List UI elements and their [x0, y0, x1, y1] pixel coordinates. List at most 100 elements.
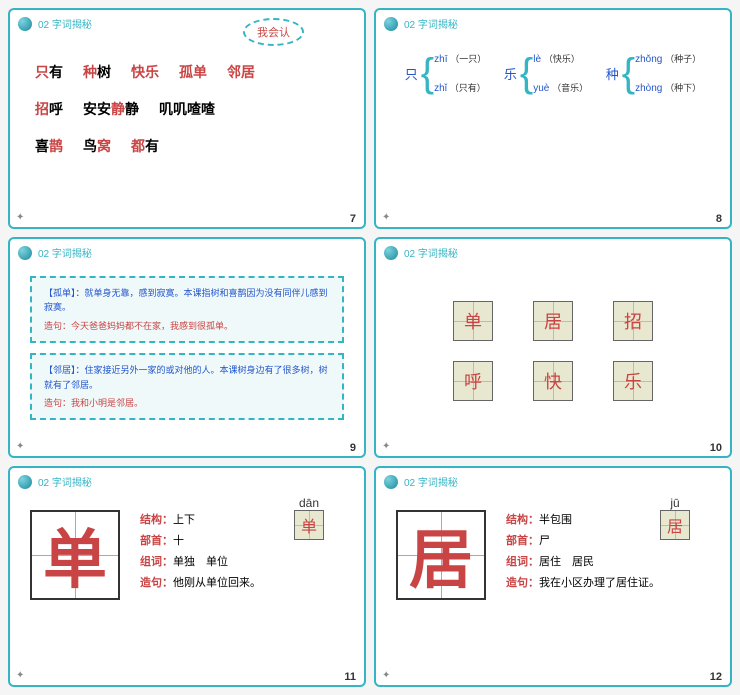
slide-8: 02 字词揭秘 只 { zhī （一只） zhǐ （只有） 乐{lè （快乐）yuè （… — [374, 8, 732, 229]
bracket-icon: { — [622, 63, 635, 83]
header-label: 02 字词揭秘 — [38, 245, 92, 260]
info-value: 居住 居民 — [539, 556, 594, 568]
page-number: 9 — [350, 442, 356, 454]
slide-grid: 02 字词揭秘 我会认 只有种树快乐孤单邻居招呼安安静静叽叽喳喳喜鹊鸟窝都有 ✦… — [0, 0, 740, 695]
star-icon: ✦ — [16, 441, 24, 452]
pinyin-item: zhī （一只） — [434, 52, 486, 65]
char-cell: 单 — [453, 301, 493, 341]
vocab-rows: 只有种树快乐孤单邻居招呼安安静静叽叽喳喳喜鹊鸟窝都有 — [10, 37, 364, 177]
header-dot-icon — [384, 17, 398, 31]
info-label: 部首： — [140, 535, 173, 547]
info-value: 上下 — [173, 514, 195, 526]
info-row: 组词：居住 居民 — [506, 552, 710, 573]
definition-box: 【邻居】：住家接近另外一家的或对他的人。本课树身边有了很多树，树就有了邻居。造句… — [30, 353, 344, 420]
star-icon: ✦ — [382, 441, 390, 452]
header-label: 02 字词揭秘 — [404, 245, 458, 260]
info-value: 他刚从单位回来。 — [173, 577, 261, 589]
pinyin-column: 种{zhǒng （种子）zhòng （种下） — [606, 52, 701, 94]
slide-header: 02 字词揭秘 — [376, 10, 730, 37]
page-number: 12 — [710, 671, 722, 683]
vocab-word: 喜鹊 — [35, 131, 63, 162]
info-row: 造句：他刚从单位回来。 — [140, 573, 344, 594]
header-label: 02 字词揭秘 — [404, 16, 458, 31]
vocab-word: 都有 — [131, 131, 159, 162]
slide-header: 02 字词揭秘 — [10, 10, 364, 37]
vocab-word: 叽叽喳喳 — [159, 94, 215, 125]
info-label: 组词： — [140, 556, 173, 568]
info-label: 部首： — [506, 535, 539, 547]
slide-header: 02 字词揭秘 — [10, 239, 364, 266]
bracket-icon: { — [520, 63, 533, 83]
vocab-row: 招呼安安静静叽叽喳喳 — [35, 94, 339, 125]
definition-box: 【孤单】：就单身无靠，感到寂寞。本课指树和喜鹊因为没有同伴儿感到寂寞。造句：今天… — [30, 276, 344, 343]
page-number: 8 — [716, 213, 722, 225]
page-number: 7 — [350, 213, 356, 225]
header-label: 02 字词揭秘 — [404, 474, 458, 489]
info-row: 造句：我在小区办理了居住证。 — [506, 573, 710, 594]
vocab-word: 鸟窝 — [83, 131, 111, 162]
info-label: 造句： — [506, 577, 539, 589]
pinyin-tree: 只 { zhī （一只） zhǐ （只有） 乐{lè （快乐）yuè （音乐） 种{zhǒ… — [376, 37, 730, 109]
vocab-word: 种树 — [83, 57, 111, 88]
pinyin-item: lè （快乐） — [533, 52, 588, 65]
big-char: 居 — [409, 509, 473, 601]
page-number: 10 — [710, 442, 722, 454]
star-icon: ✦ — [16, 212, 24, 223]
slide-header: 02 字词揭秘 — [10, 468, 364, 495]
info-value: 单独 单位 — [173, 556, 228, 568]
pinyin-column: 乐{lè （快乐）yuè （音乐） — [504, 52, 588, 94]
pinyin-item: zhòng （种下） — [635, 81, 701, 94]
big-char-box: 单 — [30, 510, 120, 600]
big-char: 单 — [43, 509, 107, 601]
small-char: 单 — [294, 510, 324, 540]
small-char: 居 — [660, 510, 690, 540]
vocab-word: 邻居 — [227, 57, 255, 88]
slide-10: 02 字词揭秘 单居招呼快乐 ✦ 10 — [374, 237, 732, 458]
header-dot-icon — [384, 246, 398, 260]
info-label: 结构： — [506, 514, 539, 526]
info-label: 结构： — [140, 514, 173, 526]
def-title: 【孤单】： — [44, 288, 85, 298]
char-cell: 居 — [533, 301, 573, 341]
info-row: 组词：单独 单位 — [140, 552, 344, 573]
header-label: 02 字词揭秘 — [38, 16, 92, 31]
char-cell: 呼 — [453, 361, 493, 401]
star-icon: ✦ — [382, 212, 390, 223]
char: 只 — [405, 64, 418, 83]
char: 种 — [606, 64, 619, 83]
small-char-box: dān 单 — [294, 496, 324, 540]
def-body: 就单身无靠，感到寂寞。本课指树和喜鹊因为没有同伴儿感到寂寞。 — [44, 288, 328, 312]
header-label: 02 字词揭秘 — [38, 474, 92, 489]
slide-header: 02 字词揭秘 — [376, 239, 730, 266]
info-value: 半包围 — [539, 514, 572, 526]
info-label: 组词： — [506, 556, 539, 568]
slide-9: 02 字词揭秘 【孤单】：就单身无靠，感到寂寞。本课指树和喜鹊因为没有同伴儿感到… — [8, 237, 366, 458]
header-dot-icon — [18, 475, 32, 489]
char: 乐 — [504, 64, 517, 83]
small-char-box: jū 居 — [660, 496, 690, 540]
pinyin-item: zhǐ （只有） — [434, 81, 486, 94]
vocab-word: 只有 — [35, 57, 63, 88]
character-grid: 单居招呼快乐 — [376, 276, 730, 426]
char-cell: 招 — [613, 301, 653, 341]
vocab-word: 安安静静 — [83, 94, 139, 125]
big-char-box: 居 — [396, 510, 486, 600]
def-body: 住家接近另外一家的或对他的人。本课树身边有了很多树，树就有了邻居。 — [44, 365, 328, 389]
slide-header: 02 字词揭秘 — [376, 468, 730, 495]
vocab-row: 喜鹊鸟窝都有 — [35, 131, 339, 162]
pinyin-label: jū — [660, 496, 690, 510]
page-number: 11 — [344, 671, 356, 683]
header-dot-icon — [18, 246, 32, 260]
char-cell: 快 — [533, 361, 573, 401]
vocab-row: 只有种树快乐孤单邻居 — [35, 57, 339, 88]
vocab-word: 孤单 — [179, 57, 207, 88]
def-sentence: 造句：今天爸爸妈妈都不在家，我感到很孤单。 — [44, 319, 330, 333]
vocab-word: 招呼 — [35, 94, 63, 125]
vocab-word: 快乐 — [131, 57, 159, 88]
char-cell: 乐 — [613, 361, 653, 401]
def-sentence: 造句：我和小明是邻居。 — [44, 396, 330, 410]
info-label: 造句： — [140, 577, 173, 589]
slide-12: 02 字词揭秘 jū 居 居 结构：半包围部首：尸组词：居住 居民造句：我在小区… — [374, 466, 732, 687]
cloud-label: 我会认 — [243, 18, 304, 46]
def-title: 【邻居】： — [44, 365, 85, 375]
